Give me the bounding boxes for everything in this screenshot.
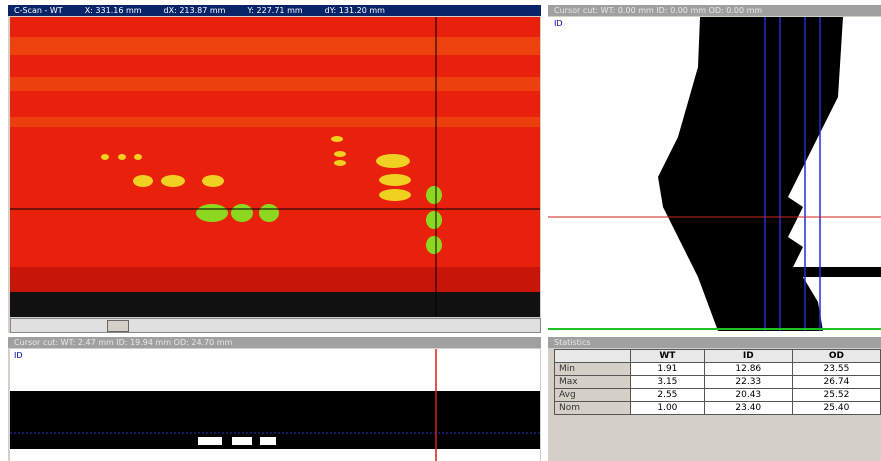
readout: dX: 213.87 mm (164, 6, 226, 15)
row-label: Min (555, 363, 631, 376)
corner-cell (555, 350, 631, 363)
column-header: ID (704, 350, 792, 363)
bottom-cut-label: ID (14, 351, 23, 360)
row-label: Nom (555, 402, 631, 415)
side-cut-label: ID (554, 19, 563, 28)
bottom-cut-image (10, 349, 540, 461)
statistics-header: Statistics (548, 337, 881, 348)
page: C-Scan - WT X: 331.16 mm dX: 213.87 mm Y: 2… (0, 0, 881, 461)
stat-value: 25.52 (792, 389, 880, 402)
side-cut-image (548, 17, 881, 331)
stat-value: 22.33 (704, 376, 792, 389)
stat-value: 2.55 (631, 389, 705, 402)
stat-value: 26.74 (792, 376, 880, 389)
stat-value: 23.55 (792, 363, 880, 376)
stat-value: 25.40 (792, 402, 880, 415)
cscan-image (10, 17, 540, 317)
cscan-title: C-Scan - WT (14, 6, 63, 15)
column-header: WT (631, 350, 705, 363)
row-label: Max (555, 376, 631, 389)
stat-value: 23.40 (704, 402, 792, 415)
stat-value: 20.43 (704, 389, 792, 402)
side-cut-panel: Cursor cut: WT: 0.00 mm ID: 0.00 mm OD: … (548, 5, 881, 331)
bottom-cut-panel: Cursor cut: WT: 2.47 mm ID: 19.94 mm OD:… (8, 337, 541, 461)
readout: X: 331.16 mm (85, 6, 142, 15)
readout: dY: 131.20 mm (325, 6, 385, 15)
scrollbar[interactable] (10, 318, 541, 333)
row-label: Avg (555, 389, 631, 402)
stat-value: 12.86 (704, 363, 792, 376)
readout: Y: 227.71 mm (247, 6, 302, 15)
cscan-header: C-Scan - WT X: 331.16 mm dX: 213.87 mm Y: 2… (8, 5, 541, 16)
cscan-panel: C-Scan - WT X: 331.16 mm dX: 213.87 mm Y: 2… (8, 5, 541, 333)
stat-value: 1.00 (631, 402, 705, 415)
bottom-cut-header: Cursor cut: WT: 2.47 mm ID: 19.94 mm OD:… (8, 337, 541, 348)
scroll-thumb[interactable] (107, 320, 129, 332)
column-header: OD (792, 350, 880, 363)
side-cut-header: Cursor cut: WT: 0.00 mm ID: 0.00 mm OD: … (548, 5, 881, 16)
stat-value: 1.91 (631, 363, 705, 376)
stat-value: 3.15 (631, 376, 705, 389)
